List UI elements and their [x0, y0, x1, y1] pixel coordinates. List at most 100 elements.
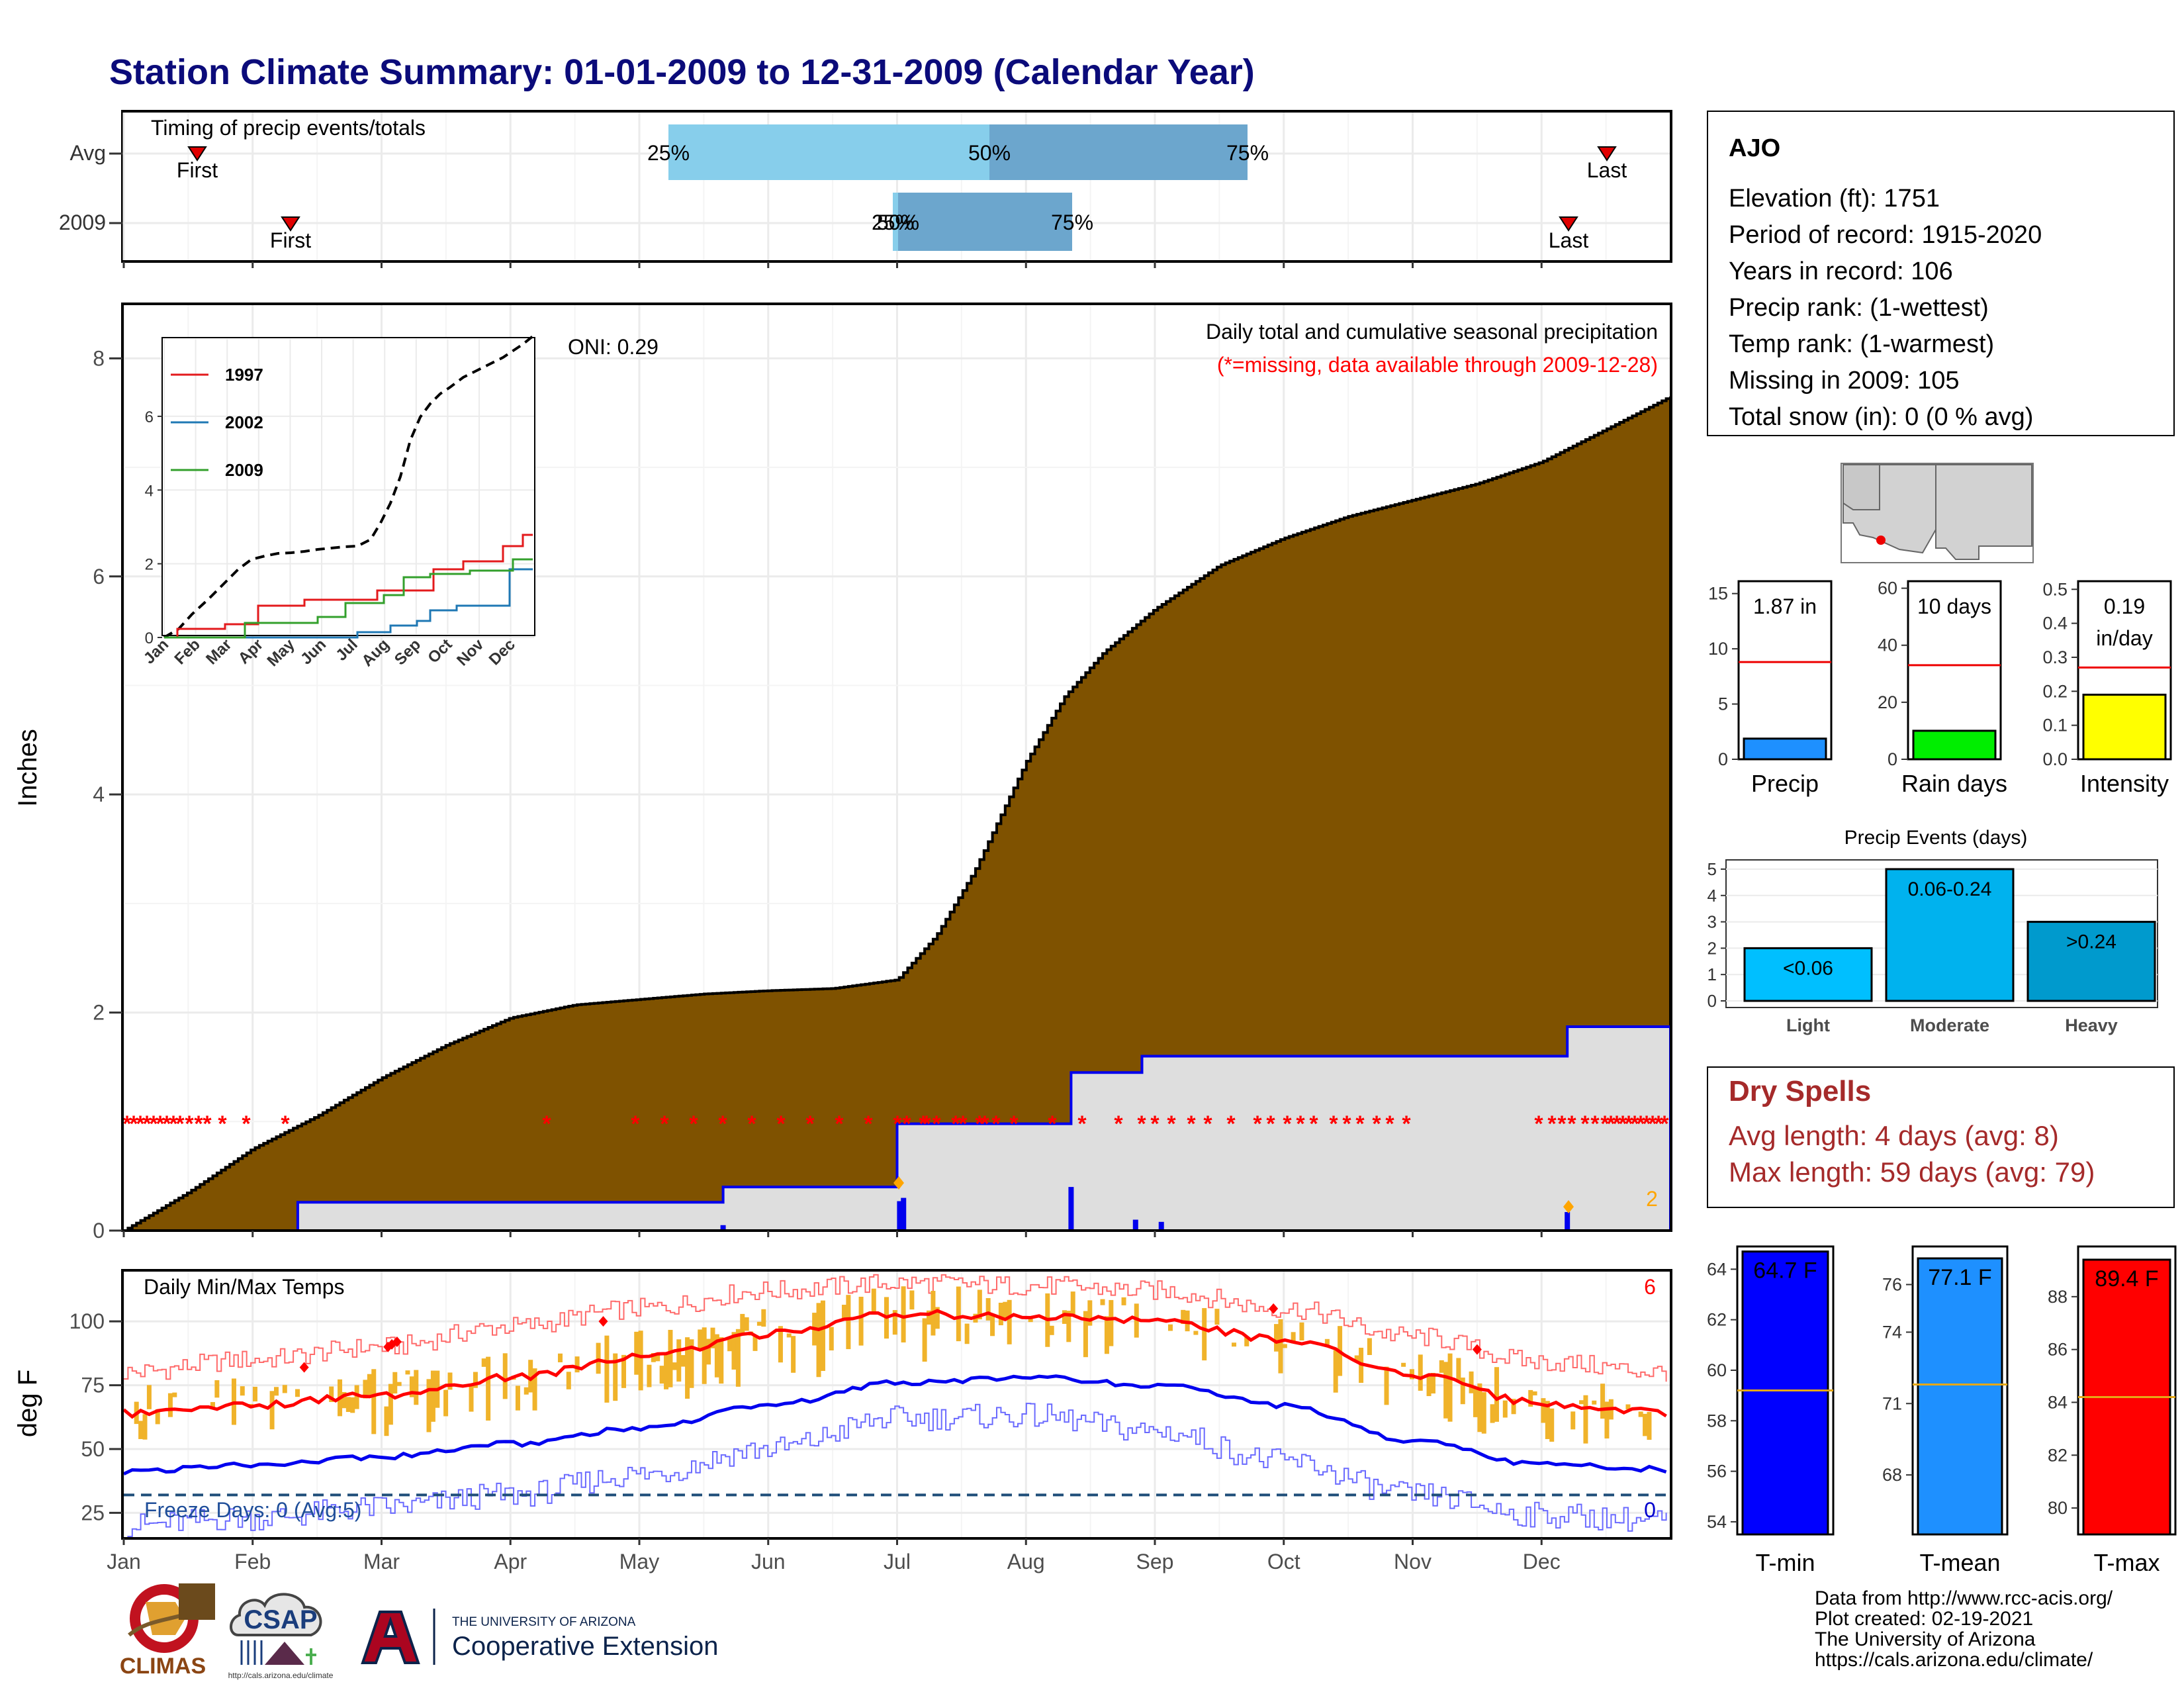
daily-temp-range-bar [142, 1414, 148, 1440]
daily-temp-range-bar [341, 1391, 347, 1409]
location-map [1841, 463, 2034, 563]
missing-day-marker: * [1624, 1111, 1633, 1137]
daily-temp-range-bar [791, 1336, 796, 1373]
ua-logo-small-text: THE UNIVERSITY OF ARIZONA [452, 1615, 636, 1629]
missing-day-marker: * [1580, 1111, 1590, 1137]
daily-temp-range-bar [689, 1339, 694, 1388]
event-bar-light [1743, 947, 1873, 1002]
month-label: Nov [1394, 1550, 1432, 1573]
record-high-marker [598, 1316, 608, 1327]
missing-day-marker: * [242, 1111, 251, 1137]
missing-day-marker: * [185, 1111, 194, 1137]
daily-temp-range-bar [613, 1353, 618, 1401]
daily-temp-range-bar [1443, 1362, 1449, 1419]
mini-y-tick-label: 0.4 [2042, 614, 2068, 633]
daily-temp-range-bar [841, 1305, 846, 1319]
missing-day-marker: * [1355, 1111, 1365, 1137]
missing-day-marker: * [1636, 1111, 1645, 1137]
missing-day-marker: * [1534, 1111, 1543, 1137]
station-name: AJO [1729, 134, 1780, 162]
csap-logo-text: CSAP [244, 1605, 317, 1634]
missing-day-marker: * [1660, 1111, 1669, 1137]
daily-temp-range-bar [502, 1353, 508, 1399]
events-y-tick-label: 4 [1707, 886, 1717, 906]
missing-day-marker: * [1372, 1111, 1381, 1137]
temp-bar-y-tick-label: 60 [1707, 1360, 1727, 1380]
missing-day-marker: * [1654, 1111, 1663, 1137]
mini-value-label: 10 days [1917, 594, 1991, 618]
missing-day-marker: * [1342, 1111, 1351, 1137]
mini-y-tick-label: 60 [1878, 579, 1897, 598]
daily-temp-range-bar [604, 1335, 610, 1403]
daily-temp-range-bar [1447, 1353, 1453, 1422]
inset-y-tick-label: 2 [145, 556, 154, 574]
daily-temp-range-bar [1490, 1404, 1495, 1423]
freeze-days-note: Freeze Days: 0 (Avg:5) [144, 1498, 361, 1522]
avg-first-marker [187, 146, 207, 162]
daily-temp-range-bar [367, 1374, 372, 1395]
daily-temp-range-bar [214, 1380, 220, 1398]
record-high-marker [392, 1336, 402, 1347]
missing-day-marker: * [1630, 1111, 1639, 1137]
month-label: Feb [234, 1550, 271, 1573]
missing-day-marker: * [1226, 1111, 1236, 1137]
inset-avg-line [163, 335, 534, 639]
daily-temp-range-bar [1087, 1300, 1093, 1326]
missing-day-marker: * [1150, 1111, 1160, 1137]
daily-temp-range-bar [985, 1297, 991, 1321]
mini-y-tick-label: 0.1 [2042, 716, 2068, 735]
daily-temp-range-bar [443, 1389, 449, 1417]
temp-bar-y-tick-label: 80 [2048, 1498, 2068, 1518]
daily-temp-range-bar [1202, 1308, 1207, 1361]
daily-temp-range-bar [706, 1338, 711, 1365]
daily-temp-range-bar [1066, 1311, 1071, 1342]
temp-bar-y-tick-label: 56 [1707, 1462, 1727, 1481]
daily-temp-range-bar [1007, 1299, 1012, 1344]
precip-panel-title: Daily total and cumulative seasonal prec… [1206, 320, 1658, 344]
missing-day-marker: * [1606, 1111, 1615, 1137]
temp-y-tick-label: 25 [81, 1501, 105, 1524]
daily-temp-range-bar [1333, 1350, 1338, 1393]
daily-temp-range-bar [816, 1303, 821, 1378]
mini-bar-charts: 0 5 10 15 1.87 in Precip 0 20 40 60 10 days Rain da… [1708, 579, 2172, 797]
daily-temp-range-bar [1244, 1336, 1250, 1346]
daily-temp-range-bar [1278, 1319, 1283, 1374]
daily-temp-range-bar [388, 1383, 393, 1425]
mini-chart-rain-days: 0 20 40 60 10 days Rain days [1878, 579, 2007, 797]
record-min-line [124, 1403, 1667, 1537]
university-of-arizona-logo: THE UNIVERSITY OF ARIZONA Cooperative Ex… [361, 1609, 718, 1665]
daily-temp-range-bar [668, 1329, 673, 1387]
timing-panel: Timing of precip events/totals Avg 2009 … [59, 110, 1672, 268]
events-y-tick-label: 0 [1707, 991, 1717, 1011]
station-period: Period of record: 1915-2020 [1729, 221, 2042, 249]
daily-temp-range-bar [1291, 1332, 1296, 1344]
climas-logo-text: CLIMAS [120, 1654, 206, 1679]
missing-day-marker: * [1642, 1111, 1651, 1137]
daily-temp-range-bar [532, 1368, 537, 1411]
daily-temp-range-bar [1299, 1322, 1304, 1340]
daily-temp-range-bar [1193, 1331, 1199, 1335]
daily-temp-range-bar [1456, 1358, 1461, 1381]
mini-y-tick-label: 20 [1878, 692, 1897, 712]
daily-temp-range-bar [756, 1321, 762, 1326]
daily-temp-range-bar [1181, 1309, 1186, 1325]
daily-temp-range-bar [820, 1300, 825, 1372]
daily-temp-range-bar [778, 1326, 783, 1363]
temp-bar-y-tick-label: 71 [1882, 1393, 1902, 1413]
month-label: Oct [1267, 1550, 1300, 1573]
precip-y-axis-label: Inches [13, 729, 42, 807]
missing-day-marker: * [747, 1111, 756, 1137]
oni-label: ONI: 0.29 [568, 335, 659, 359]
station-snow: Total snow (in): 0 (0 % avg) [1729, 403, 2033, 431]
missing-day-marker: * [1309, 1111, 1318, 1137]
daily-temp-range-bar [752, 1335, 758, 1351]
daily-temp-range-bar [329, 1386, 334, 1402]
missing-day-marker: * [1557, 1111, 1567, 1137]
daily-temp-range-bar [473, 1372, 478, 1388]
daily-temp-range-bar [295, 1389, 300, 1397]
avg-last-marker [1597, 146, 1617, 162]
daily-temp-range-bar [426, 1379, 432, 1432]
missing-day-marker: * [1567, 1111, 1576, 1137]
